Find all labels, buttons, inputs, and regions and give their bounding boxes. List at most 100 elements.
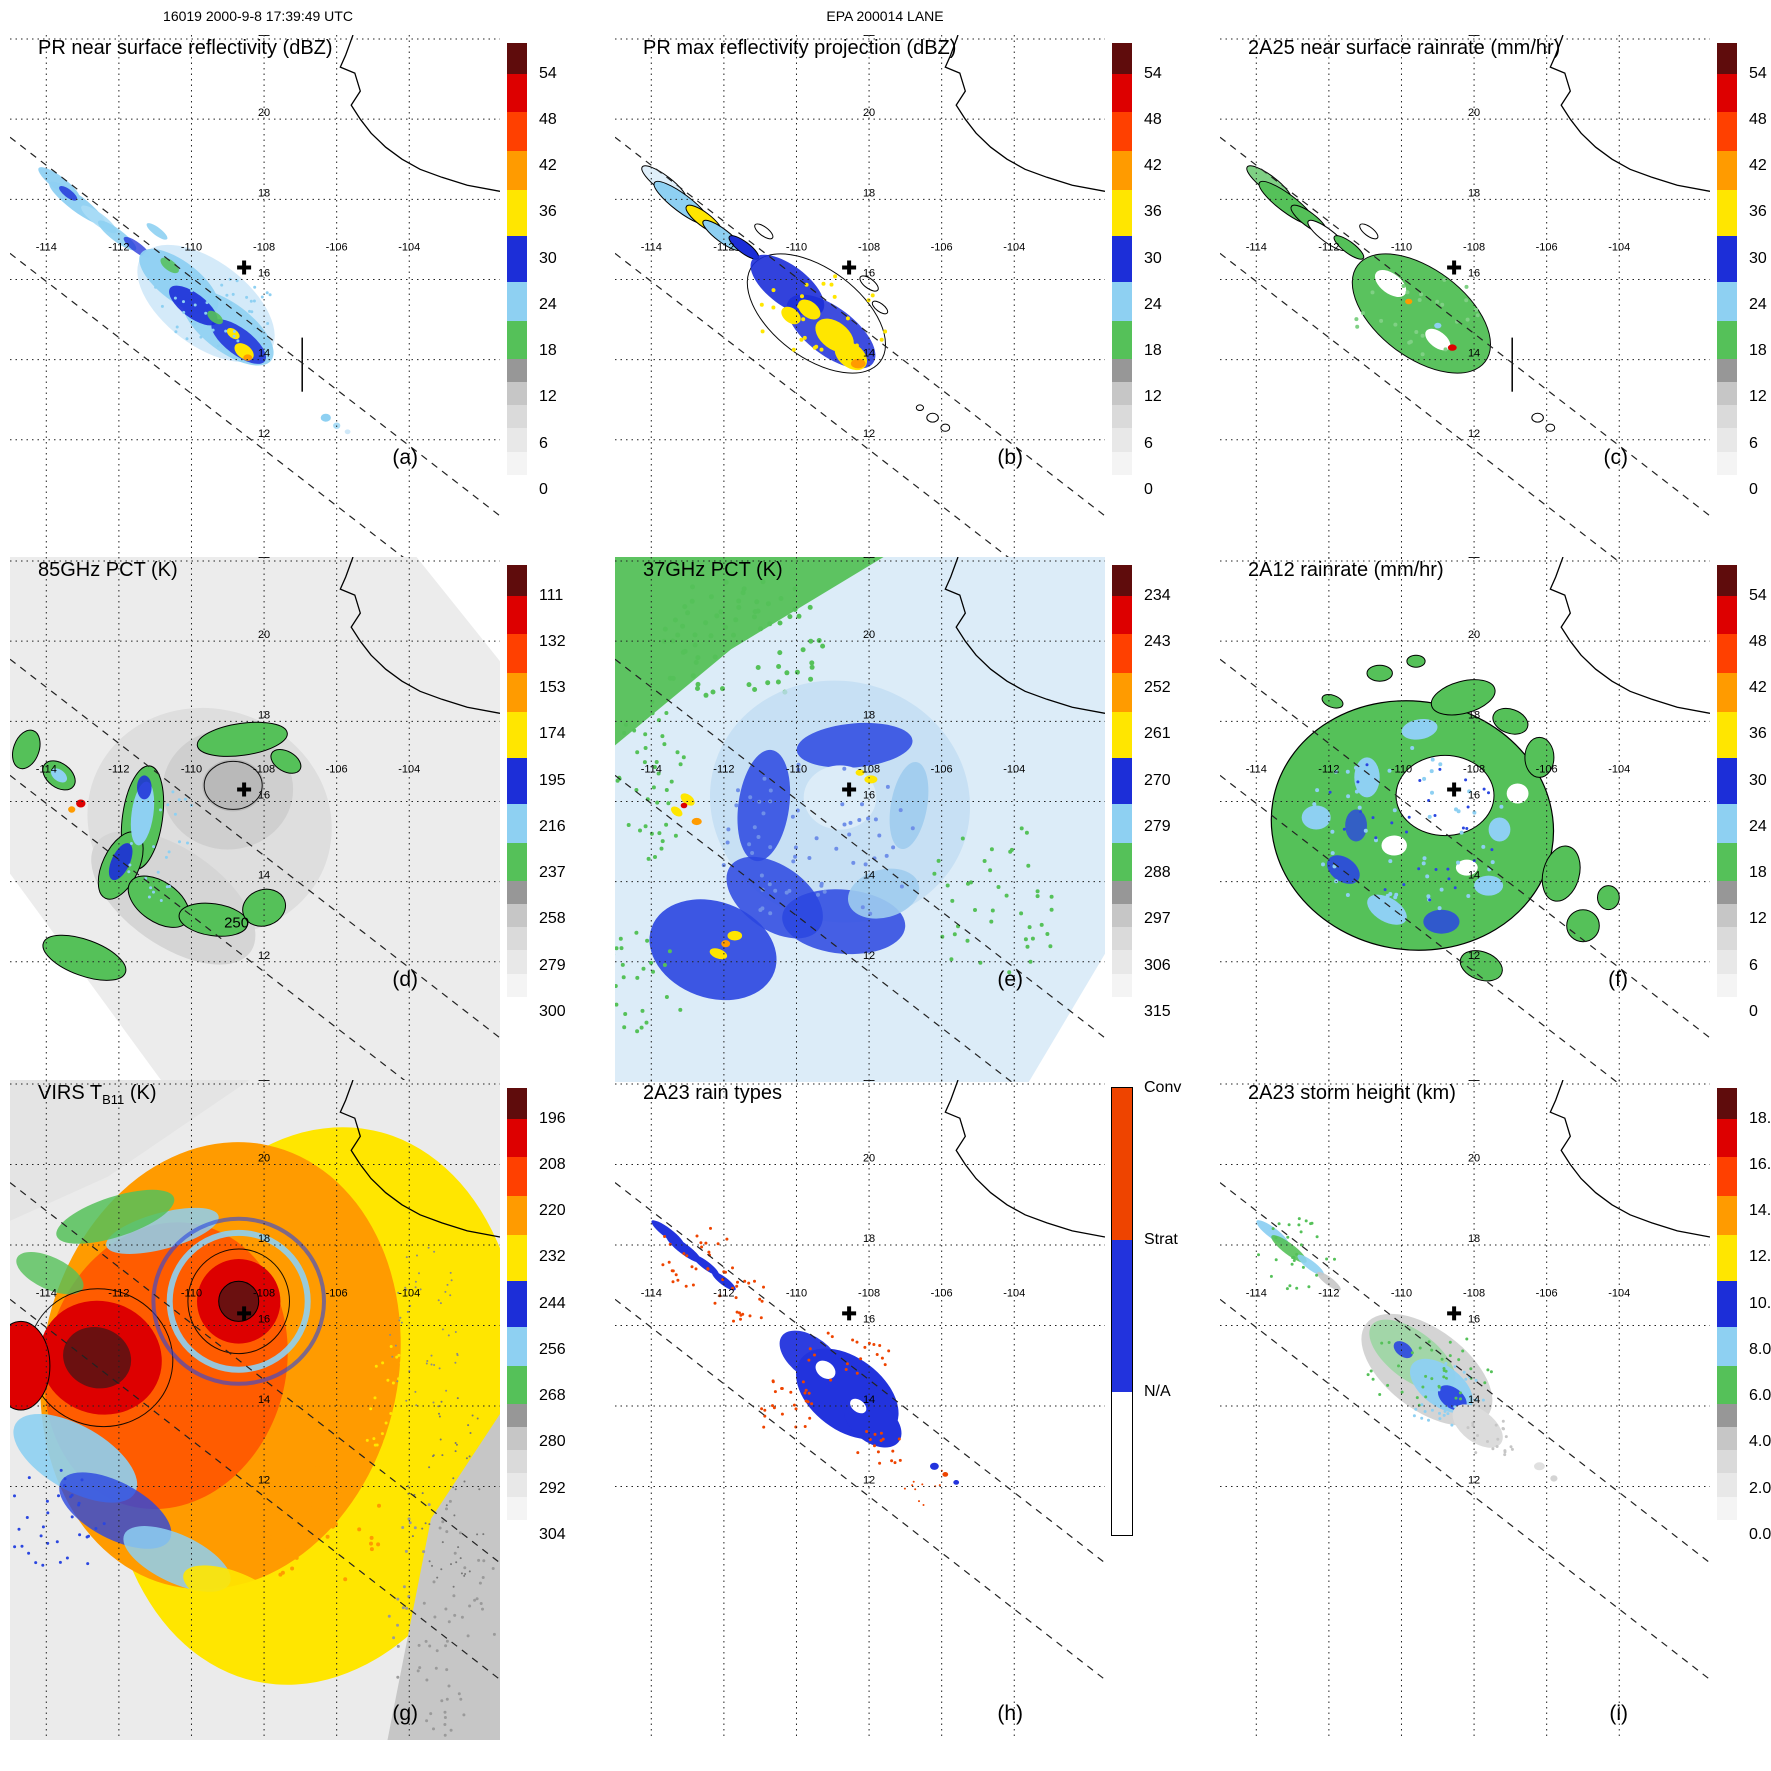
field-speckle [753, 1279, 756, 1283]
field-speckle [1321, 862, 1325, 867]
field-speckle [1325, 1257, 1329, 1261]
field-speckle [190, 289, 194, 293]
colorbar-tick: Conv [1144, 1079, 1182, 1096]
panel-title-text: 2A23 rain types [643, 1082, 782, 1104]
panel-title-text: 85GHz PCT (K) [38, 559, 178, 581]
field-speckle [1365, 763, 1369, 767]
field-speckle [1448, 1354, 1452, 1358]
field-speckle [252, 326, 256, 330]
field-speckle [232, 329, 236, 333]
field-speckle [414, 1280, 417, 1283]
field-speckle [1333, 1257, 1336, 1261]
field-speckle [875, 1353, 879, 1356]
field-speckle [416, 1669, 420, 1673]
lat-tick-label: 16 [258, 267, 270, 279]
field-speckle [1438, 1386, 1441, 1390]
field-speckle [1444, 1369, 1448, 1373]
field-speckle [1257, 1253, 1260, 1257]
field-speckle [444, 1607, 448, 1611]
field-speckle [690, 1265, 694, 1269]
field-speckle [422, 1550, 426, 1554]
colorbar-segment [507, 1496, 527, 1520]
field-shape [151, 1216, 326, 1386]
colorbar-tick: 268 [539, 1387, 566, 1405]
field-speckle [384, 1421, 388, 1425]
field-speckle [391, 1355, 394, 1358]
field-speckle [1444, 1376, 1448, 1380]
colorbar-segment [1717, 1087, 1737, 1119]
field-speckle [845, 1362, 849, 1366]
field-speckle [127, 870, 131, 874]
field-speckle [433, 1615, 437, 1619]
field-speckle [1307, 1285, 1311, 1289]
field-speckle [165, 885, 169, 889]
field-speckle [649, 960, 654, 965]
panel-title-text: 37GHz PCT (K) [643, 559, 783, 581]
colorbar-d [507, 564, 527, 1012]
field-speckle [748, 795, 753, 800]
lat-tick-label: 16 [1468, 267, 1480, 279]
colorbar-segment [1112, 1391, 1132, 1535]
field-speckle [152, 845, 156, 849]
coastline [944, 35, 1105, 192]
panel-c: 2A25 near surface rainrate (mm/hr) (c) -… [1220, 35, 1771, 560]
field-speckle [635, 975, 640, 980]
colorbar-segment [507, 757, 527, 804]
field-speckle [328, 1500, 332, 1505]
field-shape [1374, 269, 1407, 298]
field-speckle [491, 1567, 495, 1570]
field-speckle [879, 337, 884, 342]
colorbar-tick: 216 [539, 817, 566, 835]
colorbar-ticks-c: 54 48 42 36 30 24 18 12 6 0 [1747, 35, 1771, 560]
field-speckle [1363, 828, 1368, 833]
lon-tick-label: -110 [1391, 764, 1412, 776]
field-speckle [810, 1402, 814, 1406]
field-speckle [437, 1299, 440, 1302]
field-speckle [481, 1576, 485, 1579]
field-shape [178, 902, 249, 937]
field-speckle [664, 711, 669, 715]
field-speckle [57, 1494, 60, 1498]
field-speckle [735, 1310, 739, 1314]
field-speckle [449, 1294, 452, 1297]
field-speckle [772, 1406, 776, 1410]
field-shape [16, 1252, 84, 1295]
field-speckle [804, 1388, 808, 1392]
field-speckle [712, 654, 718, 660]
lon-tick-label: -106 [931, 1288, 953, 1300]
field-speckle [452, 1585, 455, 1588]
field-speckle [211, 328, 215, 332]
field-speckle [454, 1361, 457, 1364]
colorbar-segment [507, 1365, 527, 1405]
colorbar-tick: 48 [539, 110, 557, 128]
panel-title-text: PR max reflectivity projection (dBZ) [643, 37, 957, 59]
colorbar-segment [1112, 996, 1132, 1012]
field-speckle [1304, 1219, 1308, 1223]
field-speckle [1285, 1287, 1289, 1291]
field-shape [926, 412, 939, 423]
field-speckle [760, 1299, 764, 1303]
lat-tick-label: 18 [258, 1233, 270, 1245]
colorbar-segment [1717, 803, 1737, 843]
lon-tick-label: -110 [1391, 1288, 1412, 1300]
colorbar-segment [1112, 427, 1132, 452]
field-speckle [780, 1412, 784, 1416]
panel-title-e: 37GHz PCT (K) [643, 559, 783, 584]
field-speckle [878, 1344, 882, 1347]
field-speckle [822, 889, 827, 894]
field-speckle [1475, 313, 1480, 318]
field-speckle [789, 1390, 793, 1394]
field-shape [1359, 223, 1379, 240]
colorbar-segment [1717, 1326, 1737, 1366]
panel-title-h: 2A23 rain types [643, 1082, 782, 1107]
lat-tick-label: 12 [258, 1474, 270, 1486]
field-speckle [440, 1699, 444, 1703]
field-speckle [224, 329, 228, 333]
map-canvas-h: -114 -112 -110 -108 -106 -104 12 14 16 18 20 22 [615, 1080, 1105, 1740]
field-shape [1541, 845, 1581, 902]
field-speckle [396, 1490, 400, 1494]
colorbar-tick: 36 [1144, 203, 1162, 221]
coastline [339, 1080, 500, 1238]
field-speckle [834, 343, 838, 347]
field-speckle [447, 1684, 451, 1688]
